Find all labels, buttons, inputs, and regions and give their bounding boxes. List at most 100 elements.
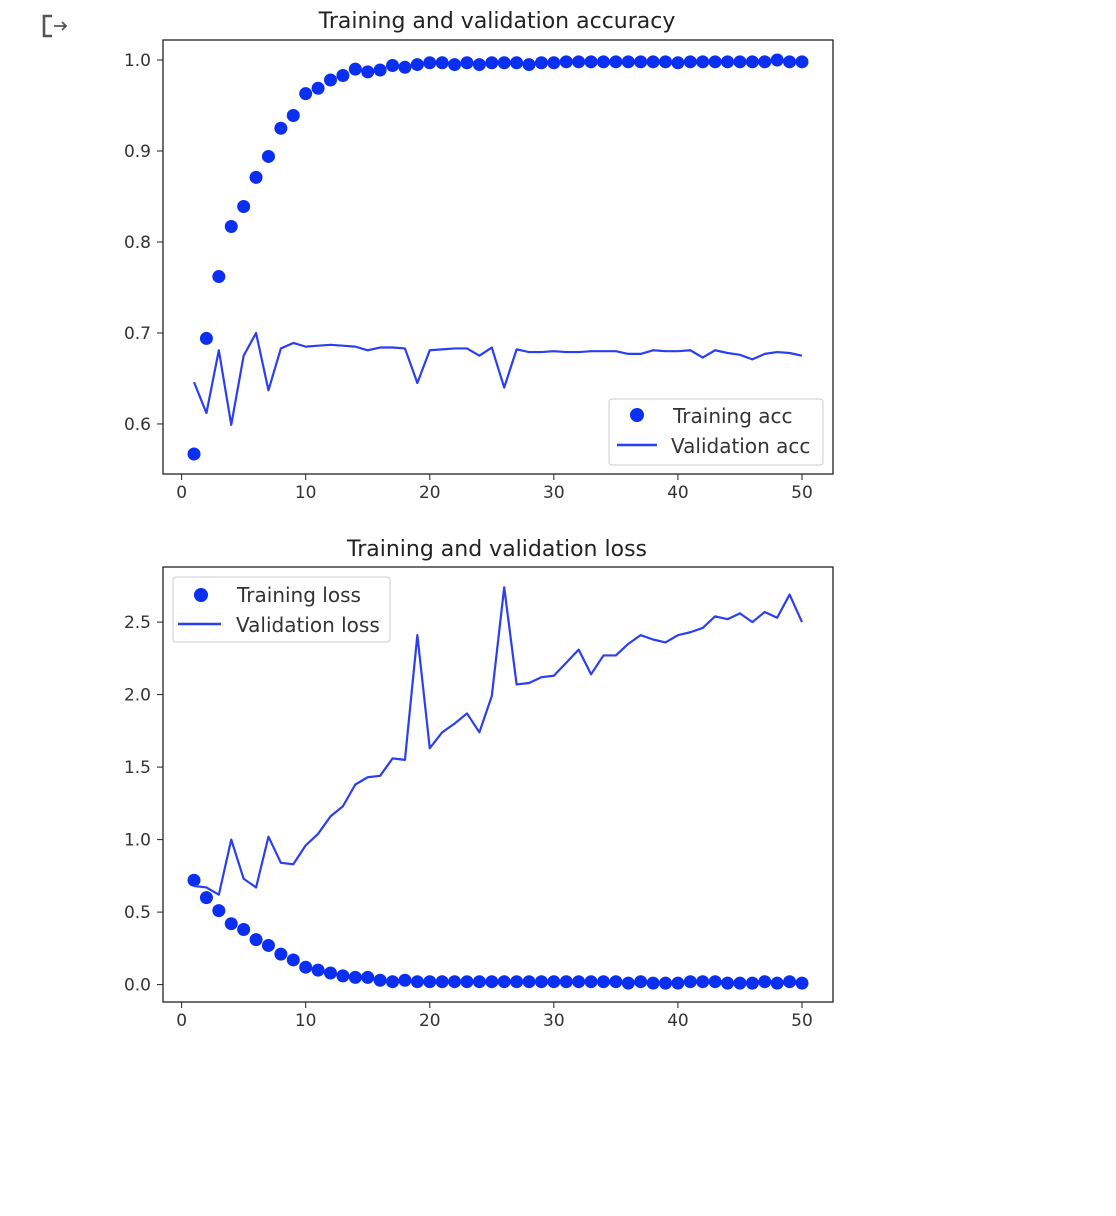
training-data-point xyxy=(770,976,784,990)
training-data-point xyxy=(522,975,536,989)
training-data-point xyxy=(249,933,263,947)
training-data-point xyxy=(497,975,511,989)
training-data-point xyxy=(708,55,722,69)
training-data-point xyxy=(559,975,573,989)
training-data-point xyxy=(733,55,747,69)
legend: Training acc Validation acc xyxy=(608,398,824,466)
training-data-point xyxy=(324,73,337,87)
training-data-point xyxy=(584,55,598,69)
training-data-point xyxy=(683,975,697,989)
training-data-point xyxy=(621,55,635,69)
x-tick-label: 10 xyxy=(295,483,317,503)
x-tick-label: 20 xyxy=(419,1011,441,1031)
training-data-point xyxy=(460,56,474,70)
training-data-point xyxy=(274,947,288,961)
training-data-point xyxy=(547,975,561,989)
training-data-point xyxy=(497,56,511,70)
training-data-point xyxy=(386,975,400,989)
training-data-point xyxy=(547,56,561,70)
training-data-point xyxy=(646,55,660,69)
training-data-point xyxy=(361,65,375,79)
legend-label: Training acc xyxy=(672,404,793,428)
y-tick-label: 0.0 xyxy=(124,976,151,996)
training-data-point xyxy=(609,975,623,989)
legend: Training loss Validation loss xyxy=(172,576,391,643)
training-data-point xyxy=(584,975,598,989)
training-data-point xyxy=(609,55,623,69)
training-data-point xyxy=(423,56,437,70)
x-tick-label: 40 xyxy=(667,1011,689,1031)
training-data-point xyxy=(510,56,524,70)
training-data-point xyxy=(237,200,251,214)
training-data-point xyxy=(572,975,586,989)
training-data-point xyxy=(472,58,486,72)
training-data-point xyxy=(386,58,400,72)
training-data-point xyxy=(199,331,213,345)
training-data-point xyxy=(634,975,648,989)
training-data-point xyxy=(398,973,412,987)
legend-box xyxy=(172,576,391,643)
training-data-point xyxy=(212,270,226,284)
training-data-point xyxy=(534,975,548,989)
legend-label: Validation acc xyxy=(671,434,810,458)
training-data-point xyxy=(373,63,387,77)
training-data-point xyxy=(621,976,635,990)
y-tick-label: 1.0 xyxy=(124,831,151,851)
y-tick-label: 2.5 xyxy=(124,613,151,633)
training-data-point xyxy=(708,975,722,989)
training-data-point xyxy=(348,970,362,984)
training-data-point xyxy=(659,976,672,990)
training-data-point xyxy=(187,873,201,887)
training-data-point xyxy=(745,55,759,69)
training-data-point xyxy=(311,963,325,977)
training-data-point xyxy=(311,81,325,95)
training-data-point xyxy=(410,58,424,72)
training-data-point xyxy=(572,55,586,69)
plot-frame xyxy=(162,39,834,475)
training-data-point xyxy=(187,447,201,461)
training-data-point xyxy=(286,109,300,123)
training-data-point xyxy=(485,975,499,989)
y-tick-label: 0.9 xyxy=(124,142,151,162)
training-data-point xyxy=(795,976,809,990)
training-data-point xyxy=(336,969,350,983)
y-tick-label: 0.7 xyxy=(124,324,151,344)
training-data-point xyxy=(361,970,375,984)
chart-title: Training and validation accuracy xyxy=(318,9,676,34)
output-arrow-icon[interactable] xyxy=(40,12,72,38)
training-data-point xyxy=(770,53,784,67)
training-data-point xyxy=(721,976,735,990)
training-data-point xyxy=(261,938,275,952)
legend-box xyxy=(608,398,824,466)
training-data-point xyxy=(472,975,486,989)
training-data-point xyxy=(348,62,362,76)
training-data-point xyxy=(659,55,672,69)
training-data-point xyxy=(448,58,462,72)
legend-marker-icon xyxy=(630,408,644,422)
x-tick-label: 10 xyxy=(295,1011,317,1031)
training-data-point xyxy=(324,966,337,980)
training-data-point xyxy=(286,953,300,967)
legend-label: Validation loss xyxy=(236,613,380,637)
x-tick-label: 40 xyxy=(667,483,689,503)
training-data-point xyxy=(696,975,710,989)
training-data-point xyxy=(435,975,449,989)
loss-chart: Training and validation loss 0 10 20 30 40 50… xyxy=(124,537,834,1031)
training-data-point xyxy=(299,960,313,974)
training-data-point xyxy=(783,975,797,989)
legend-marker-icon xyxy=(194,588,208,602)
training-data-point xyxy=(559,55,573,69)
plot-frame xyxy=(162,566,834,1003)
training-data-point xyxy=(646,976,660,990)
training-data-point xyxy=(237,923,251,936)
training-data-point xyxy=(336,68,350,82)
validation-series-line xyxy=(192,331,803,426)
x-tick-label: 50 xyxy=(791,1011,813,1031)
y-tick-label: 0.8 xyxy=(124,233,151,253)
y-tick-label: 0.5 xyxy=(124,903,151,923)
validation-series-line xyxy=(193,586,803,896)
accuracy-chart: Training and validation accuracy 0 10 20 30… xyxy=(124,9,834,503)
training-data-point xyxy=(671,56,685,70)
training-data-point xyxy=(199,891,213,905)
